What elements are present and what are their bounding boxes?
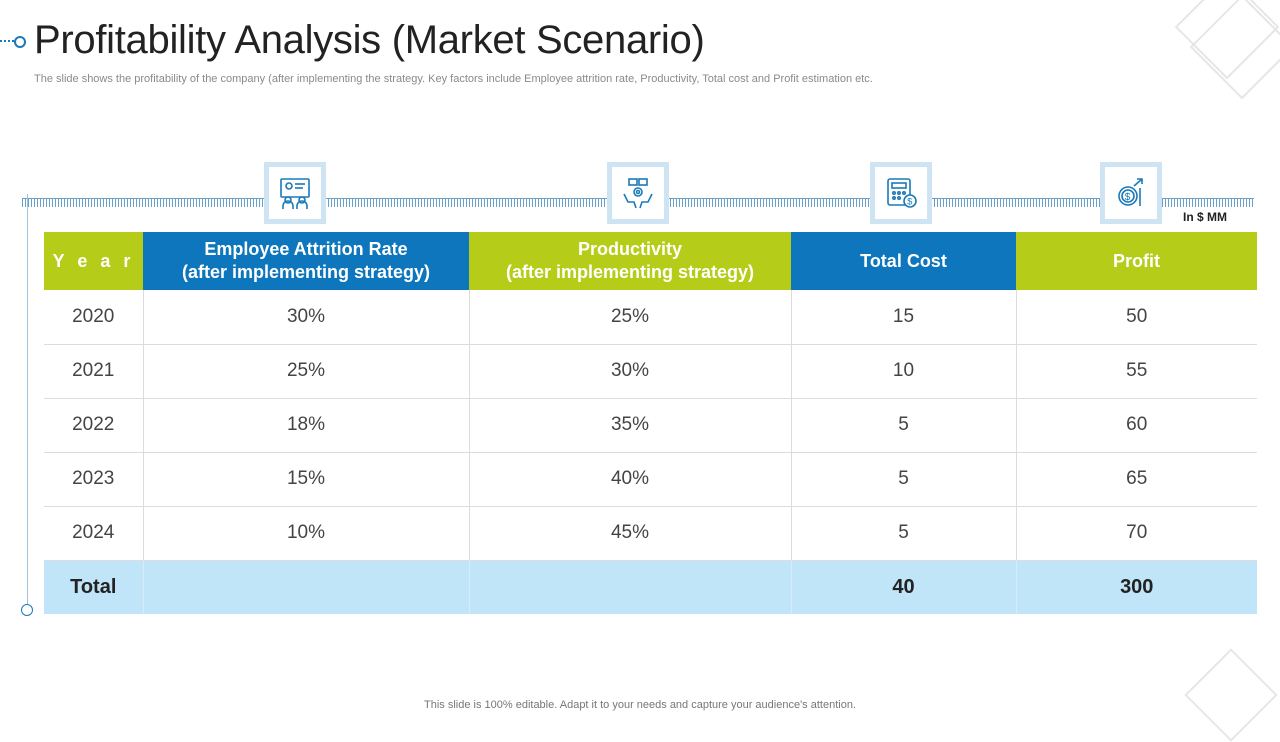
cell-year: 2021 xyxy=(44,344,143,399)
cell-productivity: 25% xyxy=(468,290,791,345)
cell-productivity: 45% xyxy=(468,506,791,561)
timeline-end-dot xyxy=(21,604,33,616)
corner-diamond-bottom xyxy=(1184,648,1278,742)
header-year: Y e a r xyxy=(44,232,143,290)
table-row: 2021 25% 30% 10 55 xyxy=(44,344,1257,399)
total-label: Total xyxy=(44,560,143,614)
header-attrition-line2: (after implementing strategy) xyxy=(181,262,431,282)
cell-profit: 50 xyxy=(1015,290,1257,345)
cell-attrition: 18% xyxy=(142,398,469,453)
productivity-gears-icon-box xyxy=(607,162,669,224)
profit-growth-icon-box: $ xyxy=(1100,162,1162,224)
title-accent-dot xyxy=(14,36,26,48)
cell-profit: 60 xyxy=(1015,398,1257,453)
profitability-table: Y e a r Employee Attrition Rate (after i… xyxy=(44,232,1257,614)
cell-productivity: 40% xyxy=(468,452,791,507)
cell-year: 2022 xyxy=(44,398,143,453)
table-row: 2020 30% 25% 15 50 xyxy=(44,290,1257,345)
total-cost-value: 40 xyxy=(790,560,1016,614)
table-row: 2024 10% 45% 5 70 xyxy=(44,506,1257,561)
cell-profit: 55 xyxy=(1015,344,1257,399)
table-header-row: Y e a r Employee Attrition Rate (after i… xyxy=(44,232,1257,290)
header-productivity: Productivity (after implementing strateg… xyxy=(469,232,791,290)
total-productivity xyxy=(468,560,791,614)
unit-note: In $ MM xyxy=(1183,210,1227,224)
cell-total-cost: 5 xyxy=(790,398,1016,453)
header-total-cost: Total Cost xyxy=(791,232,1016,290)
timeline-vertical-line xyxy=(27,194,28,604)
svg-text:$: $ xyxy=(907,197,912,207)
cell-total-cost: 5 xyxy=(790,506,1016,561)
table-total-row: Total 40 300 xyxy=(44,560,1257,614)
cell-year: 2023 xyxy=(44,452,143,507)
cell-attrition: 15% xyxy=(142,452,469,507)
title-accent-line xyxy=(0,40,18,42)
header-productivity-line2: (after implementing strategy) xyxy=(505,262,755,282)
cell-total-cost: 10 xyxy=(790,344,1016,399)
presentation-board-icon xyxy=(280,178,310,209)
table-row: 2023 15% 40% 5 65 xyxy=(44,452,1257,507)
slide-title: Profitability Analysis (Market Scenario) xyxy=(34,18,705,62)
header-attrition: Employee Attrition Rate (after implement… xyxy=(143,232,469,290)
cell-profit: 70 xyxy=(1015,506,1257,561)
calculator-cost-icon-box: $ xyxy=(870,162,932,224)
productivity-gears-icon xyxy=(623,178,653,209)
cell-profit: 65 xyxy=(1015,452,1257,507)
slide-subtitle: The slide shows the profitability of the… xyxy=(34,73,873,85)
calculator-cost-icon: $ xyxy=(887,178,917,208)
cell-year: 2024 xyxy=(44,506,143,561)
cell-productivity: 30% xyxy=(468,344,791,399)
table-row: 2022 18% 35% 5 60 xyxy=(44,398,1257,453)
svg-text:$: $ xyxy=(1125,192,1131,203)
presentation-board-icon-box xyxy=(264,162,326,224)
header-attrition-line1: Employee Attrition Rate xyxy=(204,239,408,259)
cell-total-cost: 15 xyxy=(790,290,1016,345)
slide-footer: This slide is 100% editable. Adapt it to… xyxy=(424,699,856,711)
cell-attrition: 10% xyxy=(142,506,469,561)
header-profit: Profit xyxy=(1016,232,1257,290)
cell-attrition: 30% xyxy=(142,290,469,345)
cell-year: 2020 xyxy=(44,290,143,345)
cell-total-cost: 5 xyxy=(790,452,1016,507)
cell-productivity: 35% xyxy=(468,398,791,453)
header-productivity-line1: Productivity xyxy=(577,239,683,259)
cell-attrition: 25% xyxy=(142,344,469,399)
total-profit-value: 300 xyxy=(1015,560,1257,614)
total-attrition xyxy=(142,560,469,614)
profit-growth-icon: $ xyxy=(1118,178,1143,206)
